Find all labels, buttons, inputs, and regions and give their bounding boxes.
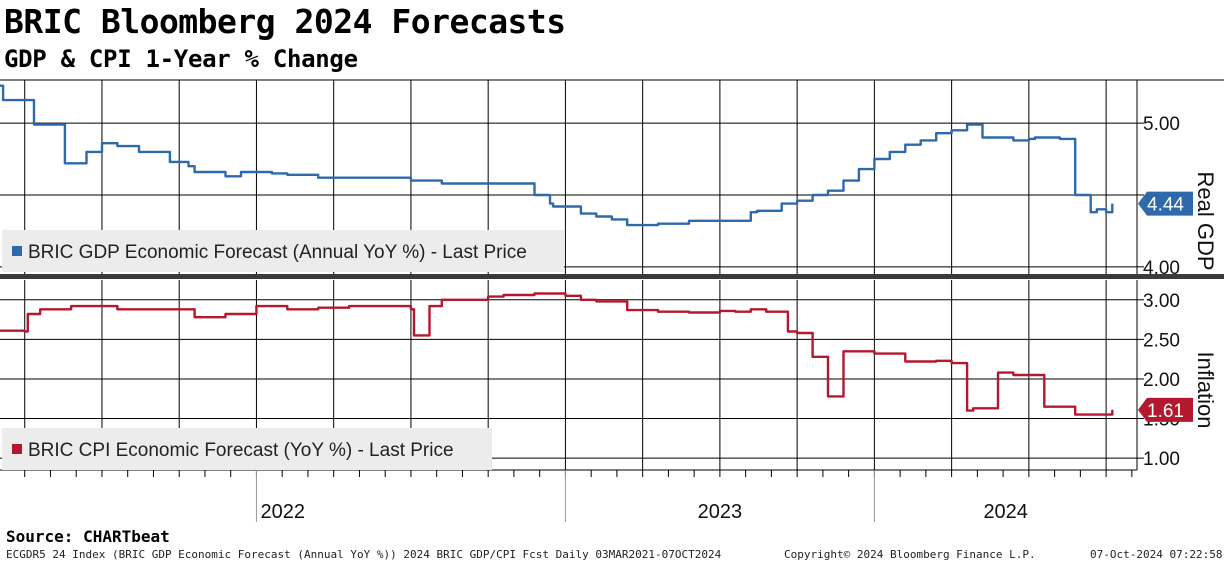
- x-year-label-2024: 2024: [983, 501, 1028, 523]
- x-year-label-2022: 2022: [260, 501, 305, 523]
- cpi-last-value-badge: [1138, 397, 1193, 422]
- gdp-legend-swatch: [12, 246, 22, 256]
- cpi-legend-box: [2, 428, 492, 470]
- chart-subtitle: GDP & CPI 1-Year % Change: [4, 45, 358, 73]
- cpi-ytick-label-3: 2.50: [1143, 330, 1180, 351]
- gdp-legend-box: [2, 230, 564, 272]
- gdp-ytick-label-2: 5.00: [1143, 114, 1180, 135]
- cpi-axis-title: Inflation: [1193, 351, 1218, 428]
- cpi-ytick-label-4: 3.00: [1143, 291, 1180, 312]
- cpi-ytick-label-2: 2.00: [1143, 370, 1180, 391]
- gdp-axis-title: Real GDP: [1193, 171, 1218, 270]
- gdp-legend-label: BRIC GDP Economic Forecast (Annual YoY %…: [28, 242, 527, 263]
- source-note: Source: CHARTbeat: [6, 527, 170, 546]
- cpi-series-line-0: [0, 292, 1114, 416]
- panel-separator: [0, 274, 1224, 279]
- gdp-series-line-0: [0, 84, 1114, 227]
- cpi-ytick-label-0: 1.00: [1143, 449, 1180, 470]
- footer-copyright: Copyright© 2024 Bloomberg Finance L.P.: [784, 548, 1036, 561]
- cpi-last-value-label: 1.61: [1147, 401, 1184, 422]
- gdp-last-value-badge: [1138, 191, 1193, 216]
- cpi-legend-label: BRIC CPI Economic Forecast (YoY %) - Las…: [28, 440, 454, 461]
- footer-timestamp: 07-Oct-2024 07:22:58: [1090, 548, 1223, 561]
- chart-title: BRIC Bloomberg 2024 Forecasts: [4, 2, 566, 41]
- gdp-ytick-label-0: 4.00: [1143, 258, 1180, 279]
- footer-index-description: ECGDR5 24 Index (BRIC GDP Economic Forec…: [6, 548, 722, 561]
- x-year-label-2023: 2023: [698, 501, 743, 523]
- cpi-legend-swatch: [12, 444, 22, 454]
- gdp-last-value-label: 4.44: [1147, 195, 1184, 216]
